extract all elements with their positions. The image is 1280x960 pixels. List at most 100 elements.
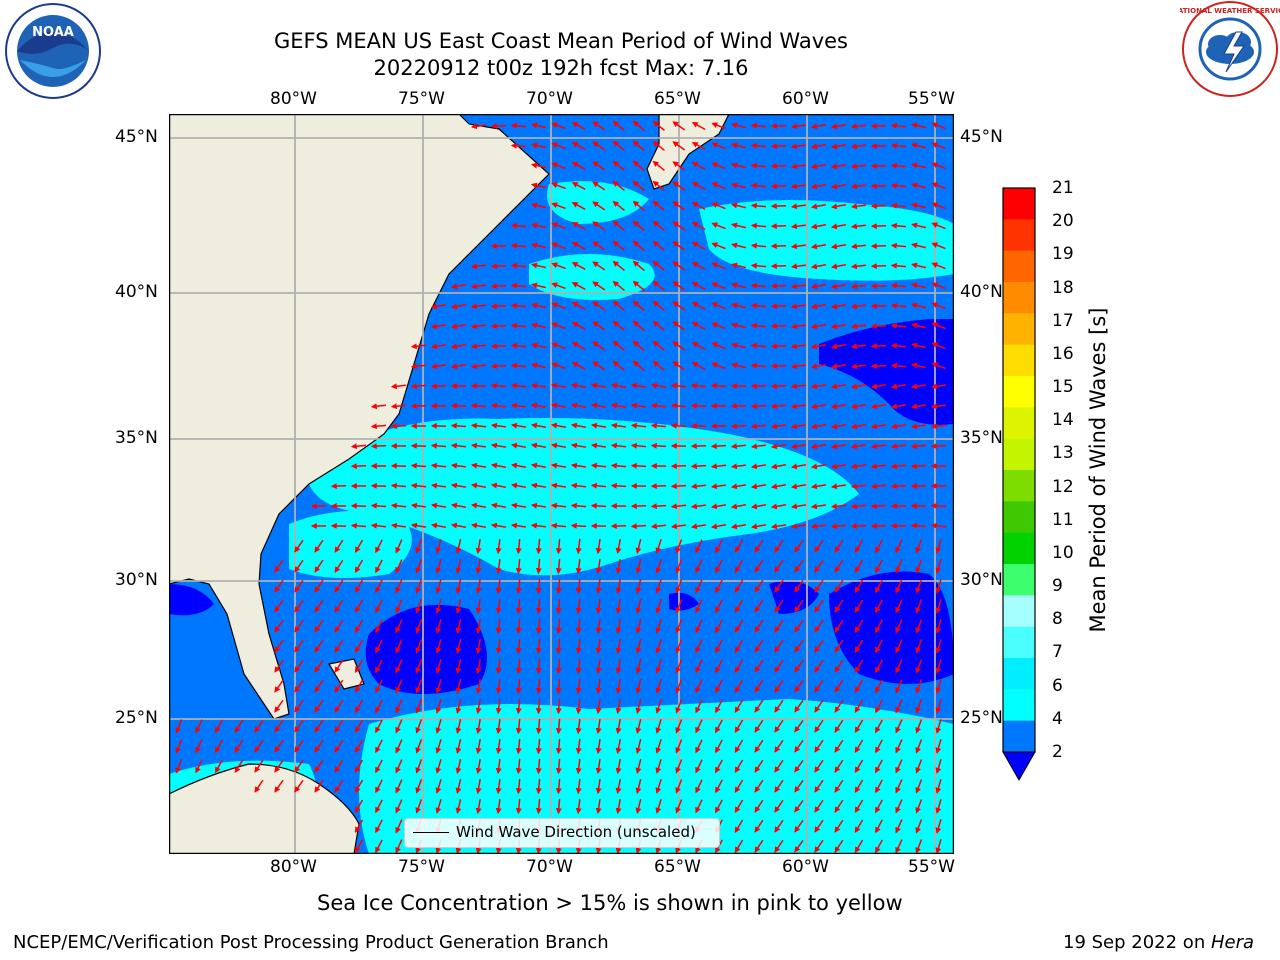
wind-wave-arrow	[935, 599, 942, 614]
wind-wave-arrows	[175, 120, 947, 854]
wind-wave-arrow	[635, 659, 642, 674]
wind-wave-arrow	[470, 442, 486, 449]
colorbar-cell	[1003, 344, 1035, 377]
wind-wave-arrow	[931, 282, 946, 290]
footer-date: 19 Sep 2022 on Hera	[1063, 932, 1254, 953]
wind-wave-arrow	[590, 462, 607, 469]
wind-wave-arrow	[615, 758, 622, 775]
colorbar-cell	[1003, 689, 1035, 722]
wind-wave-arrow	[931, 182, 946, 190]
wind-wave-arrow	[375, 639, 383, 654]
noaa-logo-text: NOAA	[32, 25, 74, 40]
wind-wave-arrow	[395, 539, 403, 554]
wind-wave-arrow	[615, 598, 622, 615]
wind-wave-arrow	[350, 463, 367, 470]
wind-wave-arrow	[834, 579, 844, 593]
wind-wave-arrow	[490, 442, 507, 449]
wind-wave-arrow	[754, 739, 764, 753]
wind-wave-arrow	[234, 739, 244, 754]
wind-wave-arrow	[911, 282, 926, 289]
wind-wave-arrow	[470, 323, 486, 330]
wind-wave-arrow	[734, 639, 744, 654]
wind-wave-arrow	[711, 162, 726, 170]
wind-wave-arrow	[635, 779, 642, 794]
wind-wave-arrow	[630, 462, 647, 469]
wind-wave-arrow	[711, 302, 726, 310]
wind-wave-arrow	[455, 539, 462, 554]
wind-wave-arrow	[890, 142, 907, 149]
wind-wave-arrow	[575, 598, 582, 615]
wind-wave-arrow	[895, 819, 903, 834]
wind-wave-arrow	[774, 799, 784, 813]
wind-wave-arrow	[575, 538, 582, 555]
wind-wave-arrow	[571, 202, 586, 210]
wind-wave-arrow	[935, 819, 942, 834]
colorbar-tick-label: 14	[1052, 410, 1074, 431]
wind-wave-arrow	[575, 738, 582, 755]
wind-wave-arrow	[575, 758, 582, 775]
wind-wave-arrow	[510, 242, 527, 249]
wind-wave-arrow	[435, 779, 442, 794]
wind-wave-arrow	[334, 539, 344, 553]
wind-wave-arrow	[895, 539, 903, 554]
wind-wave-arrow	[754, 539, 764, 553]
wind-wave-arrow	[510, 362, 527, 369]
wind-wave-arrow	[675, 679, 683, 694]
wind-wave-arrow	[570, 502, 587, 509]
wind-wave-arrow	[354, 799, 364, 814]
wind-wave-arrow	[430, 343, 447, 350]
wind-wave-arrow	[450, 502, 467, 509]
wind-wave-arrow	[890, 282, 907, 289]
wind-wave-arrow	[672, 221, 686, 231]
wind-wave-arrow	[274, 719, 284, 733]
wind-wave-arrow	[750, 443, 766, 450]
wind-wave-arrow	[175, 759, 183, 774]
wind-wave-arrow	[375, 799, 383, 814]
wind-wave-arrow	[455, 659, 462, 674]
wind-wave-arrow	[531, 322, 546, 329]
wind-wave-arrow	[475, 798, 482, 815]
wind-wave-arrow	[531, 302, 546, 309]
wind-wave-arrow	[635, 579, 642, 594]
lat-tick-right: 25°N	[960, 708, 1003, 728]
wind-wave-arrow	[551, 362, 566, 370]
wind-wave-arrow	[535, 538, 542, 555]
wind-wave-arrow	[375, 699, 383, 714]
wind-wave-arrow	[632, 140, 645, 152]
wind-wave-arrow	[612, 200, 625, 211]
wind-wave-arrow	[715, 719, 723, 734]
wind-wave-arrow	[612, 340, 625, 351]
wind-wave-arrow	[734, 539, 744, 554]
wind-wave-arrow	[652, 220, 665, 231]
wind-wave-arrow	[652, 320, 665, 331]
colorbar-tick-label: 7	[1052, 642, 1063, 663]
wind-wave-arrow	[895, 599, 903, 614]
wind-wave-arrow	[294, 619, 304, 633]
wind-wave-arrow	[415, 679, 423, 694]
wind-wave-arrow	[854, 759, 864, 774]
chart-subtitle-run: 20220912 t00z 192h fcst Max: 7.16	[373, 56, 749, 80]
lat-tick-right: 30°N	[960, 570, 1003, 590]
wind-wave-arrow	[911, 362, 926, 369]
wind-wave-arrow	[490, 422, 506, 429]
wind-wave-arrow	[354, 559, 364, 574]
wind-wave-arrow	[691, 161, 706, 171]
wind-wave-arrow	[850, 223, 866, 230]
wind-wave-arrow	[632, 180, 645, 192]
wind-wave-arrow	[710, 483, 726, 490]
wind-wave-arrow	[730, 423, 747, 430]
wind-wave-arrow	[754, 599, 764, 613]
wind-wave-arrow	[910, 463, 927, 470]
wind-wave-arrow	[515, 778, 522, 795]
wind-wave-arrow	[875, 579, 883, 594]
wind-wave-arrow	[450, 462, 466, 469]
wind-wave-arrow	[570, 382, 587, 389]
wind-wave-arrow	[731, 182, 746, 189]
wind-wave-arrow	[710, 382, 727, 389]
wind-wave-arrow	[794, 819, 804, 833]
wind-wave-arrow	[530, 442, 547, 449]
wind-wave-arrow	[675, 619, 683, 634]
wind-wave-arrow	[734, 579, 744, 594]
wind-wave-arrow	[655, 579, 662, 594]
wind-wave-arrow	[810, 203, 827, 210]
